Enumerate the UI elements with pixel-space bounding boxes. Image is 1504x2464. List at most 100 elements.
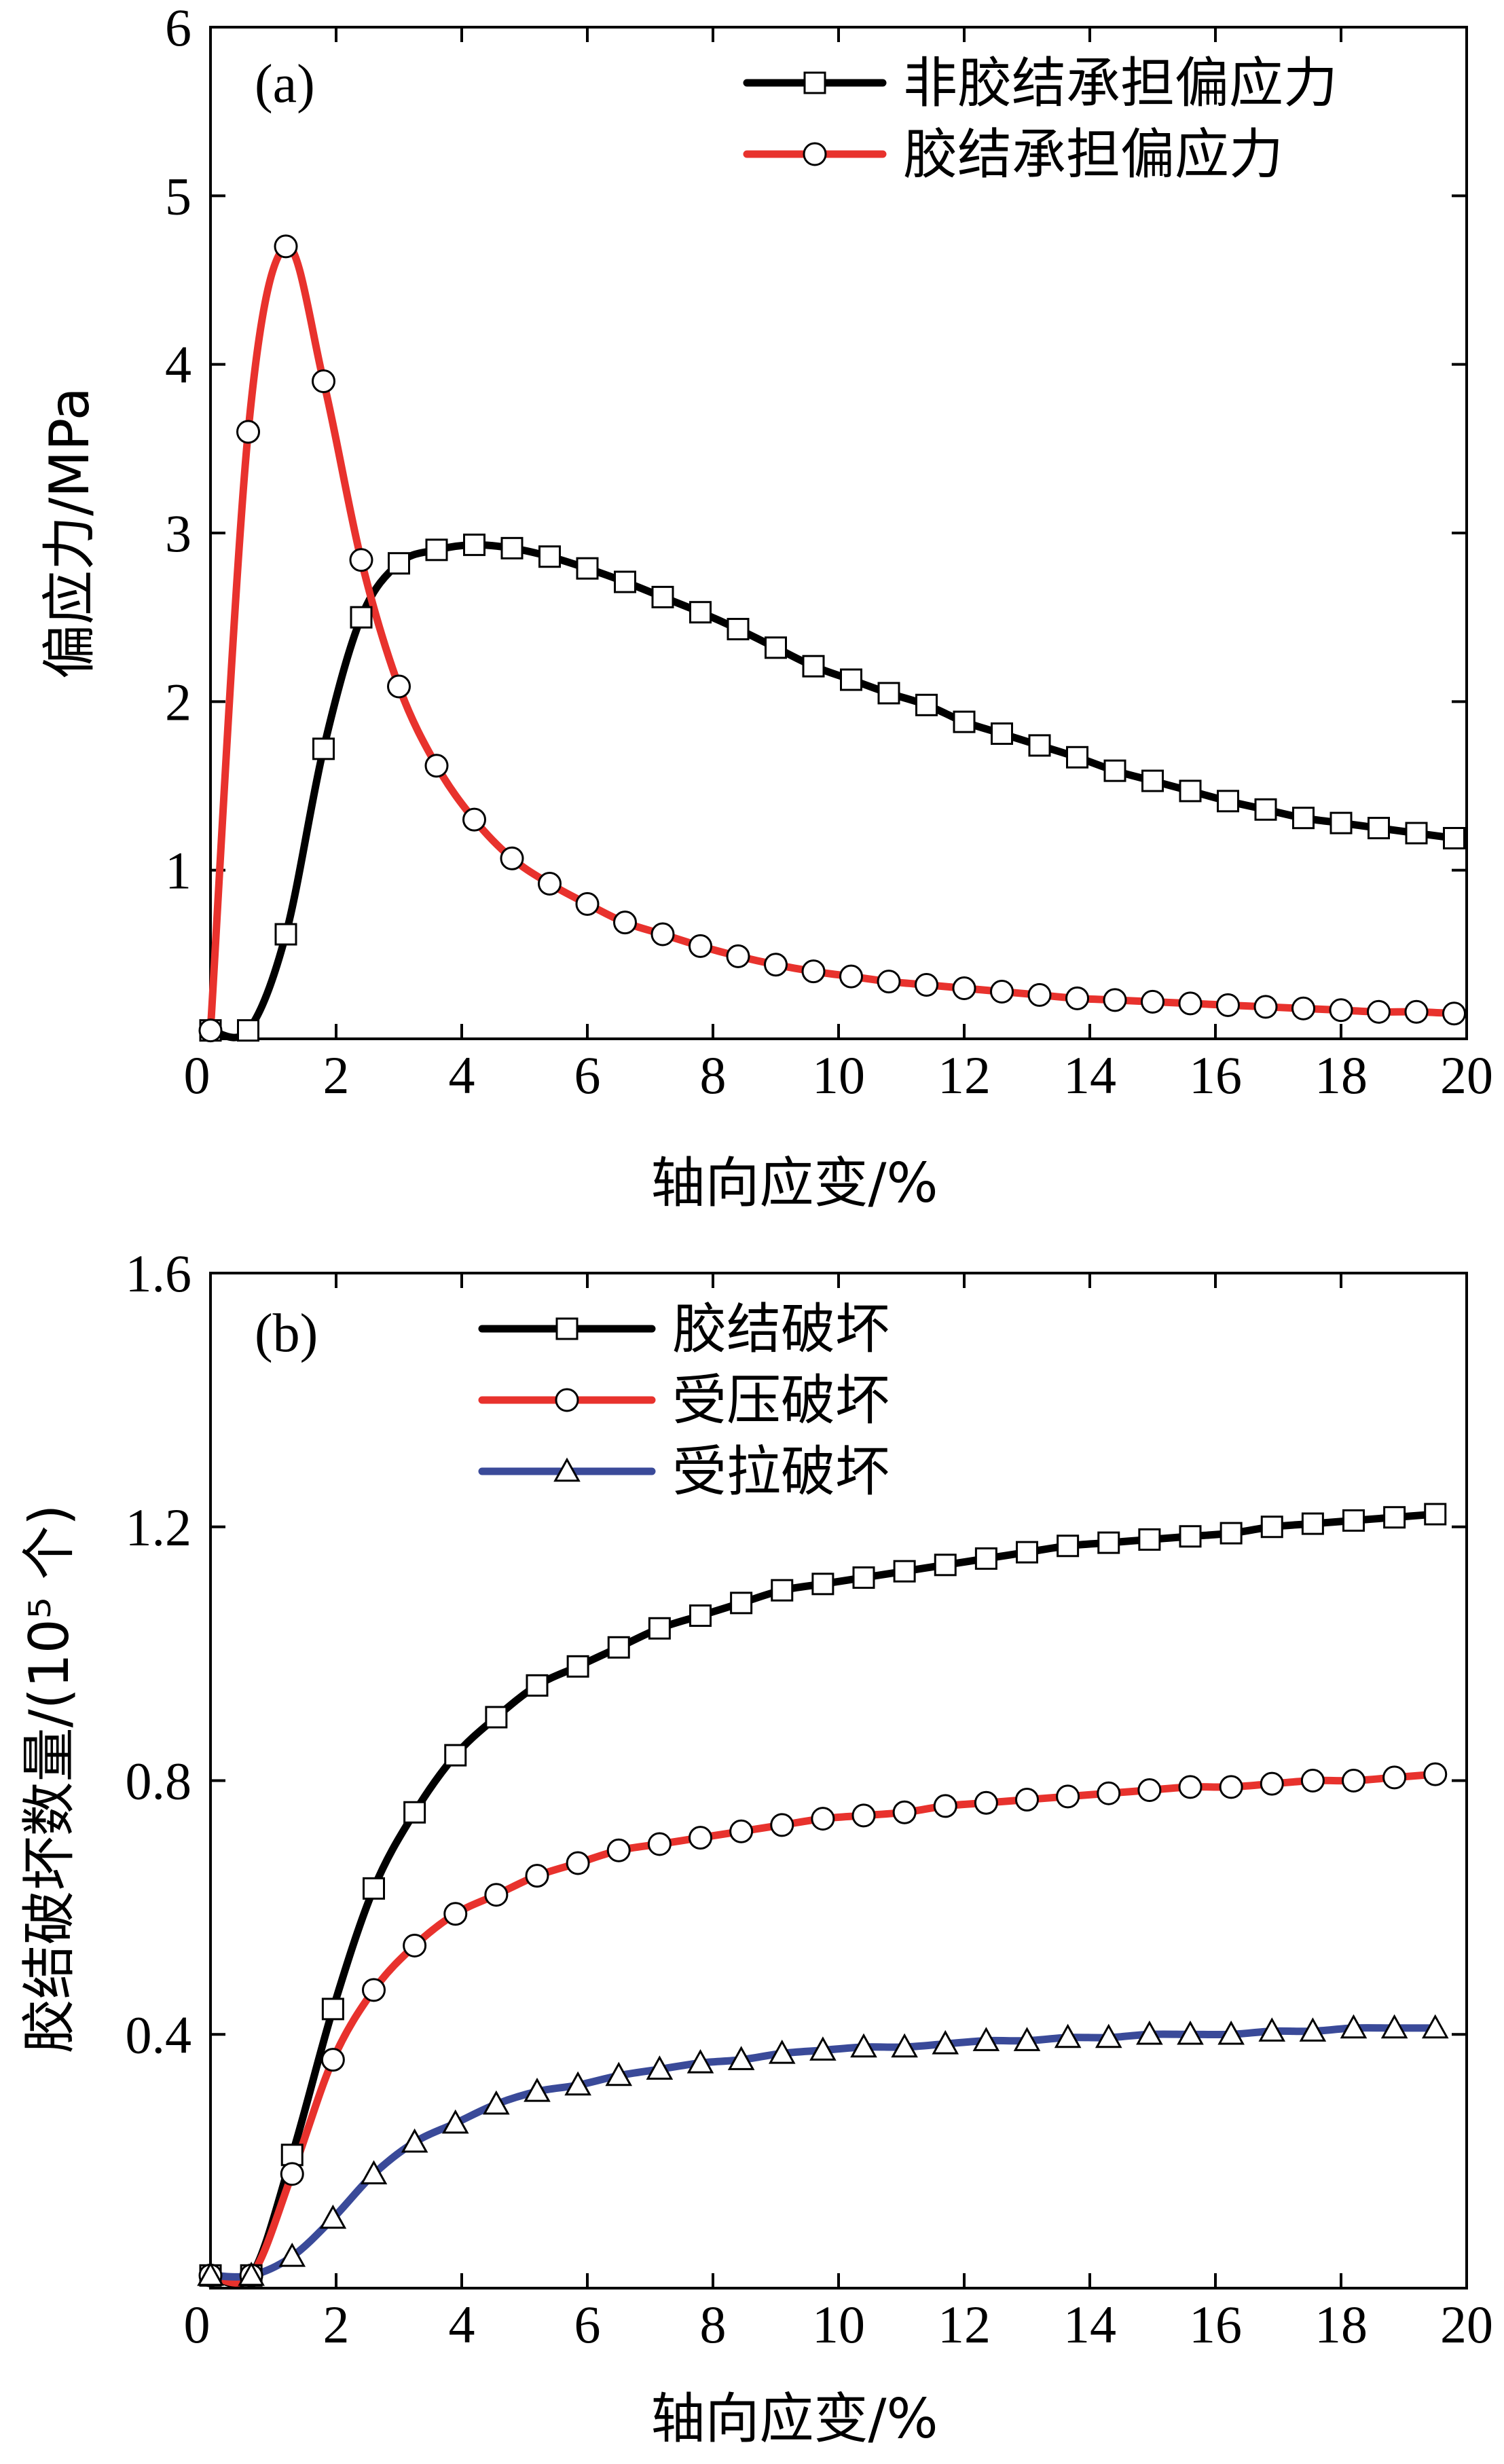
panel-label-a: (a): [255, 54, 315, 114]
legend-label: 受压破坏: [672, 1369, 889, 1432]
legend-label: 胶结承担偏应力: [903, 123, 1283, 186]
data-point: [952, 976, 976, 1000]
data-point: [686, 2048, 714, 2074]
data-point: [840, 668, 862, 691]
data-point: [1219, 1522, 1243, 1545]
data-point: [576, 557, 599, 580]
x-tick-label: 0: [184, 2295, 210, 2354]
data-point: [1015, 1788, 1039, 1812]
data-point: [648, 1617, 671, 1640]
data-point: [1258, 2017, 1286, 2042]
data-point: [1178, 991, 1203, 1016]
data-point: [1260, 1515, 1283, 1539]
data-point: [1382, 1765, 1407, 1790]
data-point: [726, 944, 750, 968]
data-point: [646, 2055, 674, 2080]
data-point: [1368, 817, 1390, 840]
data-point: [1329, 811, 1353, 834]
data-point: [839, 964, 863, 989]
data-point: [237, 1019, 259, 1042]
data-point: [605, 2061, 633, 2086]
data-point: [1443, 826, 1465, 849]
y-axis-title-b: 胶结破坏数量/(10⁵ 个): [18, 1505, 81, 2054]
data-point: [727, 618, 750, 641]
data-point: [500, 536, 524, 559]
data-point: [1103, 988, 1127, 1012]
x-tick-label: 16: [1189, 2295, 1242, 2354]
data-point: [1057, 1534, 1080, 1558]
legend-label: 非胶结承担偏应力: [903, 52, 1338, 115]
data-point: [990, 979, 1014, 1004]
data-point: [1177, 2020, 1204, 2045]
data-point: [1301, 1512, 1324, 1535]
y-tick-label: 3: [165, 504, 191, 563]
data-point: [893, 1560, 916, 1583]
data-point: [1103, 759, 1126, 782]
data-point: [425, 538, 448, 562]
data-point: [1056, 1784, 1080, 1809]
data-point: [538, 872, 562, 896]
legend-marker: [803, 142, 827, 166]
data-point: [1254, 798, 1277, 821]
data-point: [1342, 1509, 1365, 1532]
legend-marker: [803, 71, 826, 94]
data-point: [689, 1604, 712, 1628]
data-point: [932, 2029, 959, 2055]
data-point: [1013, 2027, 1041, 2051]
data-point: [974, 1547, 997, 1570]
x-tick-label: 2: [323, 2295, 350, 2354]
data-point: [388, 552, 410, 575]
x-axis-title-a: 轴向应变/%: [651, 1152, 938, 1215]
data-point: [1137, 1778, 1162, 1803]
x-tick-label: 18: [1315, 1046, 1368, 1105]
data-point: [892, 1800, 917, 1824]
x-tick-label: 4: [449, 2295, 475, 2354]
data-point: [1179, 1525, 1202, 1548]
data-point: [319, 2204, 347, 2229]
data-point: [607, 1636, 630, 1659]
y-tick-label: 1.6: [126, 1244, 192, 1303]
data-point: [1424, 1503, 1447, 1526]
data-point: [401, 2128, 428, 2153]
data-point: [463, 533, 485, 556]
x-tick-label: 6: [574, 2295, 601, 2354]
x-tick-label: 12: [938, 2295, 991, 2354]
x-tick-label: 18: [1315, 2295, 1368, 2354]
data-point: [915, 693, 938, 716]
data-point: [689, 601, 712, 624]
x-tick-label: 4: [449, 1046, 475, 1105]
data-point: [953, 710, 976, 733]
data-point: [1179, 779, 1202, 803]
data-point: [484, 1883, 509, 1907]
data-point: [1065, 986, 1089, 1010]
data-point: [483, 2090, 510, 2115]
data-point: [1260, 1771, 1284, 1796]
data-point: [350, 606, 373, 629]
y-tick-label: 1.2: [126, 1498, 192, 1557]
chart-panel-b: 0 2 4 6 8 10 12 14 16 18 20 0.4 0.8 1.2 1.6 (b) 轴向应变/%…: [18, 1244, 1493, 2450]
data-point: [727, 2046, 755, 2070]
data-point: [915, 973, 938, 997]
data-point: [650, 922, 675, 946]
data-point: [1136, 2020, 1163, 2045]
data-point: [566, 1655, 589, 1678]
x-tick-label: 12: [938, 1046, 991, 1105]
data-point: [312, 737, 335, 760]
data-point: [1380, 2014, 1408, 2039]
legend-marker: [553, 1457, 581, 1482]
data-point: [801, 959, 826, 984]
x-tick-label: 6: [574, 1046, 601, 1105]
y-tick-label: 4: [165, 335, 191, 394]
data-point: [771, 1579, 794, 1602]
data-point: [651, 585, 674, 608]
data-point: [278, 2242, 306, 2267]
data-point: [877, 970, 901, 994]
x-tick-label: 20: [1440, 1046, 1493, 1105]
data-point: [1405, 822, 1428, 845]
data-point: [321, 1998, 344, 2021]
x-tick-label: 20: [1440, 2295, 1493, 2354]
y-tick-label: 2: [165, 672, 191, 731]
data-point: [606, 1838, 631, 1862]
data-point: [614, 570, 636, 593]
